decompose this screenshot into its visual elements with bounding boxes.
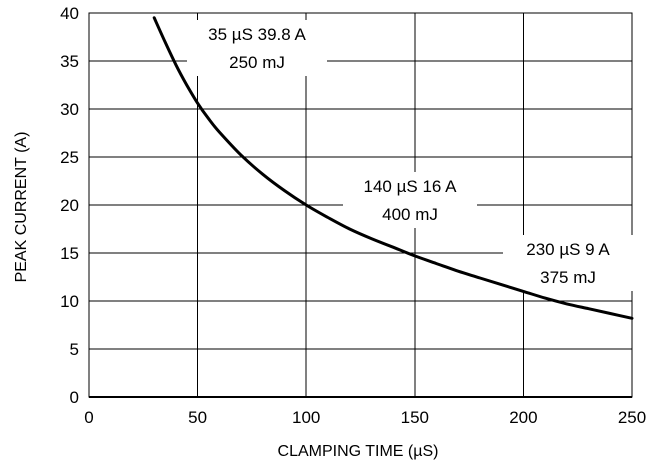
x-tick-label-250: 250 — [618, 408, 646, 427]
annotation-2-line1: 140 µS 16 A — [364, 177, 458, 196]
y-tick-label-0: 0 — [70, 388, 79, 407]
y-tick-label-10: 10 — [60, 292, 79, 311]
y-tick-label-35: 35 — [60, 52, 79, 71]
annotation-background-layer — [187, 20, 633, 291]
annotation-2-line2: 400 mJ — [382, 205, 438, 224]
curve-layer — [152, 16, 634, 320]
tick-label-layer: 0 50 100 150 200 250 0 5 10 15 20 25 30 35 40 — [60, 4, 646, 427]
x-tick-label-200: 200 — [509, 408, 537, 427]
y-tick-label-30: 30 — [60, 100, 79, 119]
x-tick-label-100: 100 — [292, 408, 320, 427]
y-tick-label-40: 40 — [60, 4, 79, 23]
annotation-layer: 35 µS 39.8 A 250 mJ 140 µS 16 A 400 mJ 230 µ… — [208, 25, 610, 287]
x-tick-label-50: 50 — [188, 408, 207, 427]
annotation-3-line2: 375 mJ — [540, 268, 596, 287]
annotation-3-line1: 230 µS 9 A — [526, 240, 610, 259]
x-tick-label-0: 0 — [84, 408, 93, 427]
annotation-background-2 — [343, 172, 477, 228]
y-tick-label-5: 5 — [70, 340, 79, 359]
annotation-background-3 — [503, 235, 633, 291]
annotation-1-line2: 250 mJ — [229, 53, 285, 72]
x-axis-title: CLAMPING TIME (µS) — [278, 443, 439, 460]
annotation-background-1 — [187, 20, 327, 76]
x-tick-label-150: 150 — [401, 408, 429, 427]
y-tick-label-15: 15 — [60, 244, 79, 263]
annotation-1-line1: 35 µS 39.8 A — [208, 25, 306, 44]
y-tick-label-20: 20 — [60, 196, 79, 215]
grid-layer — [88, 12, 633, 399]
series-line-1 — [152, 16, 634, 320]
y-axis-title: PEAK CURRENT (A) — [13, 132, 30, 283]
y-tick-label-25: 25 — [60, 148, 79, 167]
